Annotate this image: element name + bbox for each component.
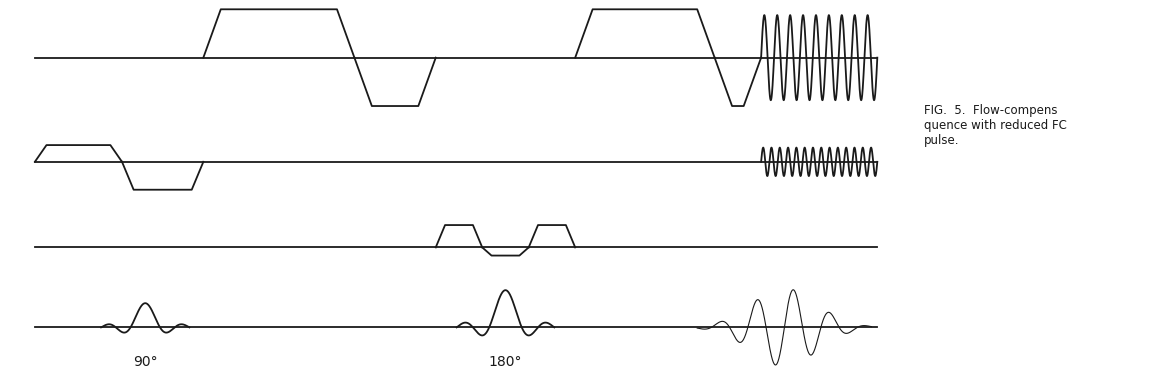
Text: FIG.  5.  Flow-compens
quence with reduced FC
pulse.: FIG. 5. Flow-compens quence with reduced… [924,104,1067,147]
Text: 90°: 90° [132,355,158,369]
Text: 180°: 180° [489,355,522,369]
